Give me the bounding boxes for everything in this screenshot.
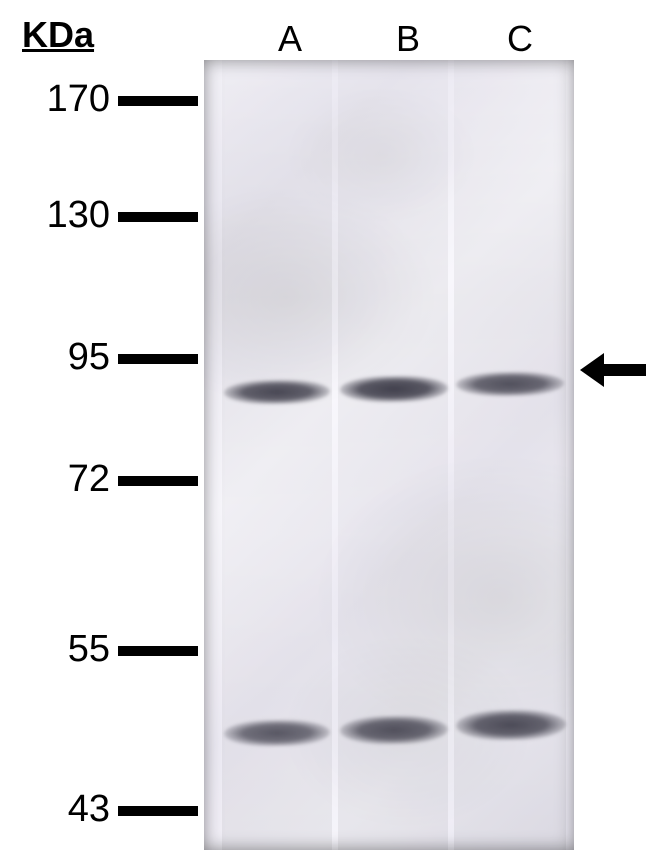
mw-tick-43 <box>118 806 198 816</box>
mw-tick-130 <box>118 212 198 222</box>
western-blot-figure: KDa A B C 170 130 95 72 55 43 <box>0 0 650 858</box>
mw-label-170: 170 <box>30 78 110 121</box>
axis-unit-label: KDa <box>22 14 94 56</box>
lane-label-a: A <box>270 18 310 60</box>
mw-tick-72 <box>118 476 198 486</box>
mw-label-95: 95 <box>30 336 110 379</box>
mw-label-43: 43 <box>30 788 110 831</box>
mw-label-55: 55 <box>30 628 110 671</box>
lane-label-b: B <box>388 18 428 60</box>
mw-tick-170 <box>118 96 198 106</box>
arrow-head-icon <box>580 353 604 387</box>
blot-membrane <box>204 60 574 850</box>
arrow-shaft <box>602 364 646 376</box>
target-band-arrow <box>580 353 646 387</box>
mw-label-130: 130 <box>30 194 110 237</box>
mw-tick-95 <box>118 354 198 364</box>
lane-label-c: C <box>500 18 540 60</box>
mw-tick-55 <box>118 646 198 656</box>
mw-label-72: 72 <box>30 458 110 501</box>
